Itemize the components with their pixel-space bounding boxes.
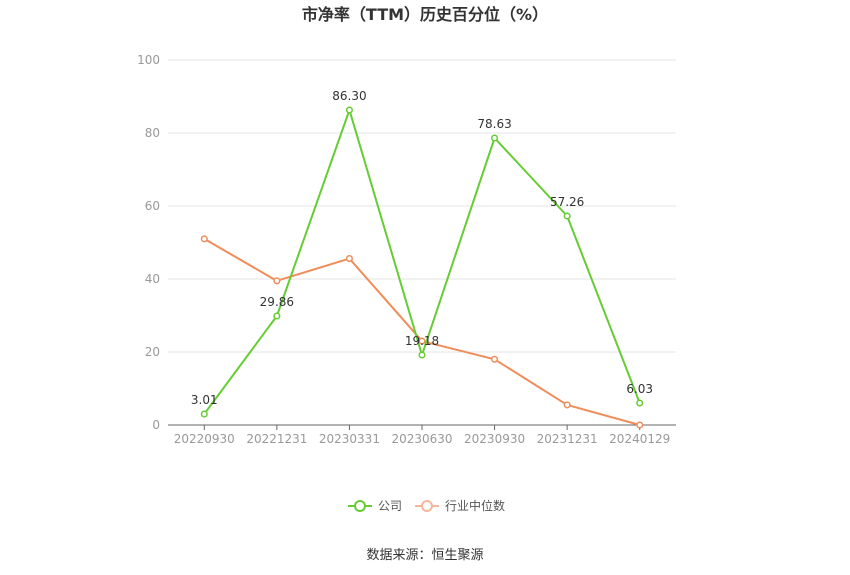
data-label: 29.86 [260, 295, 294, 309]
x-tick-label: 20230331 [319, 432, 380, 446]
data-point [563, 212, 571, 220]
data-labels: 3.01 29.86 86.30 19.18 78.63 57.26 6.03 [191, 89, 653, 407]
x-tick-label: 20240129 [609, 432, 670, 446]
data-point [345, 255, 353, 263]
legend-label: 公司 [378, 499, 402, 513]
data-point [636, 399, 644, 407]
y-tick-label: 0 [152, 418, 160, 432]
x-tick-label: 20231231 [537, 432, 598, 446]
data-label: 86.30 [332, 89, 366, 103]
data-point [273, 312, 281, 320]
data-point [200, 235, 208, 243]
data-point [491, 355, 499, 363]
legend-label: 行业中位数 [445, 498, 505, 513]
series-layer [200, 106, 644, 429]
y-tick-label: 100 [137, 53, 160, 67]
data-label: 57.26 [550, 195, 584, 209]
source-note: 数据来源：恒生聚源 [366, 548, 483, 563]
data-point [418, 351, 426, 359]
series-line [203, 237, 640, 426]
series-line [203, 109, 641, 415]
data-point [345, 106, 353, 114]
data-point [563, 401, 571, 409]
data-label: 19.18 [405, 334, 439, 348]
legend: 公司 行业中位数 [348, 498, 505, 513]
data-label: 3.01 [191, 393, 218, 407]
grid [168, 59, 676, 353]
y-tick-label: 60 [145, 199, 160, 213]
data-point [636, 421, 644, 429]
legend-swatch-marker [421, 500, 433, 512]
data-label: 78.63 [477, 117, 511, 131]
data-point [273, 277, 281, 285]
x-tick-label: 20230930 [464, 432, 525, 446]
y-tick-label: 80 [145, 126, 160, 140]
legend-swatch-marker [354, 500, 366, 512]
data-point [200, 410, 208, 418]
x-tick-label: 20230630 [391, 432, 452, 446]
y-tick-label: 20 [145, 345, 160, 359]
x-tick-label: 20220930 [174, 432, 235, 446]
x-axis: 20220930 20221231 20230331 20230630 20230930… [168, 424, 676, 446]
y-axis: 0 20 40 60 80 100 [137, 53, 160, 432]
data-point [418, 337, 426, 345]
data-point [491, 134, 499, 142]
y-tick-label: 40 [145, 272, 160, 286]
data-label: 6.03 [626, 382, 653, 396]
x-tick-label: 20221231 [246, 432, 307, 446]
chart-title: 市净率（TTM）历史百分位（%） [302, 5, 548, 24]
